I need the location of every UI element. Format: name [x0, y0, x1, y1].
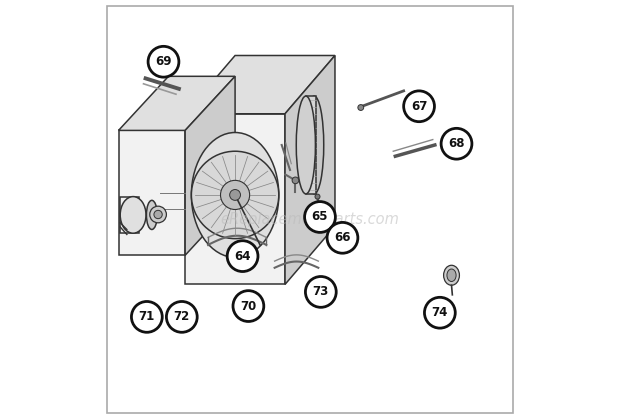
Circle shape [425, 297, 455, 328]
Text: eReplacementParts.com: eReplacementParts.com [221, 212, 399, 228]
Text: 67: 67 [411, 100, 427, 113]
Polygon shape [306, 96, 316, 194]
Polygon shape [120, 197, 139, 233]
Circle shape [221, 180, 250, 210]
Text: 73: 73 [312, 285, 329, 298]
Text: 70: 70 [241, 300, 257, 313]
Text: 64: 64 [234, 250, 251, 263]
Circle shape [227, 241, 258, 272]
Ellipse shape [443, 265, 459, 285]
Ellipse shape [447, 269, 456, 282]
Circle shape [154, 210, 162, 219]
Text: 65: 65 [312, 210, 328, 223]
Text: 71: 71 [139, 310, 155, 323]
Polygon shape [118, 130, 185, 255]
Polygon shape [185, 114, 285, 285]
Ellipse shape [146, 200, 157, 230]
Circle shape [304, 202, 335, 233]
Circle shape [131, 302, 162, 332]
Circle shape [150, 206, 166, 223]
Circle shape [315, 194, 320, 199]
Circle shape [441, 128, 472, 159]
Circle shape [148, 47, 179, 77]
Circle shape [292, 177, 299, 184]
Circle shape [358, 105, 364, 111]
Circle shape [166, 302, 197, 332]
Ellipse shape [296, 96, 316, 194]
Polygon shape [118, 76, 235, 130]
Text: 69: 69 [155, 55, 172, 68]
Polygon shape [285, 55, 335, 285]
Circle shape [404, 91, 435, 122]
Polygon shape [185, 55, 335, 114]
Circle shape [233, 291, 264, 321]
Text: 68: 68 [448, 137, 465, 150]
Ellipse shape [120, 197, 146, 233]
Polygon shape [185, 76, 235, 255]
Circle shape [192, 151, 279, 239]
Text: 74: 74 [432, 306, 448, 319]
Text: 66: 66 [334, 231, 351, 244]
Circle shape [229, 189, 241, 200]
Text: 72: 72 [174, 310, 190, 323]
Circle shape [327, 222, 358, 253]
Ellipse shape [192, 132, 279, 257]
Ellipse shape [304, 96, 324, 194]
Circle shape [306, 277, 336, 307]
